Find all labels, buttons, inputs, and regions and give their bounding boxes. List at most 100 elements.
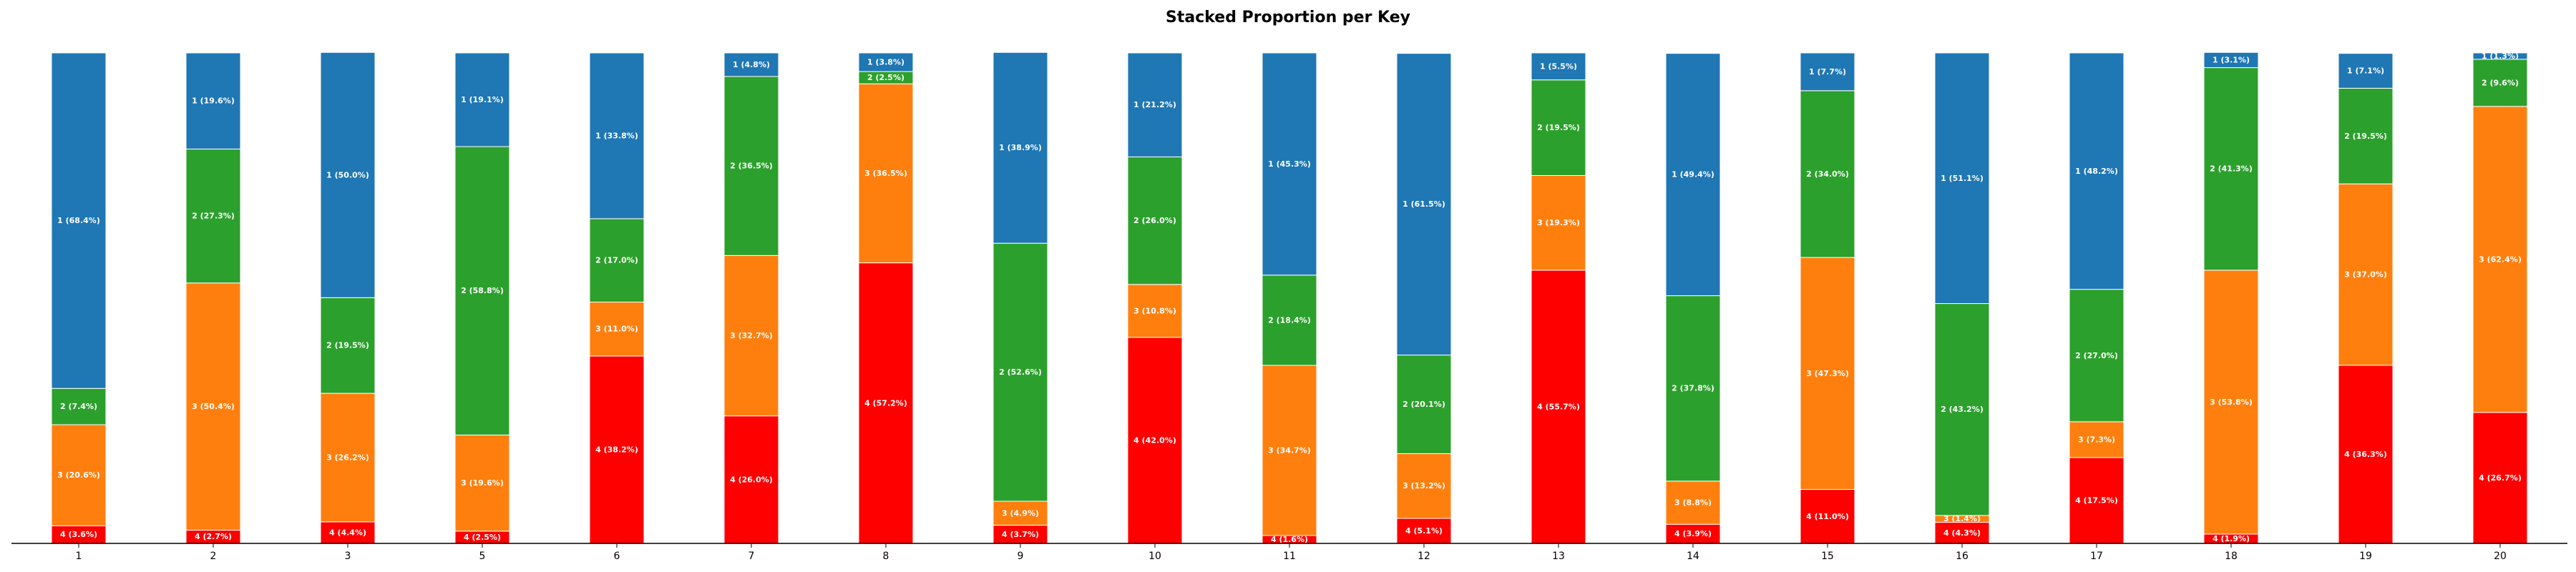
bar-segment-key-1-series-4	[51, 525, 107, 544]
x-tick-label: 5	[479, 551, 486, 562]
bar-segment-key-13-series-2	[1531, 79, 1586, 177]
x-tick-label: 15	[1821, 551, 1834, 562]
segment-label-key-20-series-2: 2 (9.6%)	[2482, 78, 2519, 87]
segment-label-key-18-series-3: 3 (53.8%)	[2210, 398, 2253, 407]
segment-label-key-15-series-1: 1 (7.7%)	[1809, 67, 1846, 77]
x-tick-label: 3	[345, 551, 351, 562]
x-tick-label: 13	[1552, 551, 1565, 562]
bar-segment-key-10-series-2	[1127, 156, 1183, 285]
chart-title: Stacked Proportion per Key	[1165, 9, 1410, 26]
x-tick-label: 2	[210, 551, 217, 562]
segment-label-key-19-series-3: 3 (37.0%)	[2344, 270, 2387, 280]
bar-segment-key-19-series-4	[2338, 365, 2394, 544]
bar-segment-key-13-series-3	[1531, 175, 1586, 271]
segment-label-key-8-series-1: 1 (3.8%)	[867, 58, 904, 67]
segment-label-key-10-series-3: 3 (10.8%)	[1133, 306, 1176, 315]
bar-segment-key-10-series-3	[1127, 284, 1183, 338]
bar-segment-key-7-series-4	[723, 415, 779, 544]
segment-label-key-19-series-1: 1 (7.1%)	[2347, 66, 2384, 76]
bar-segment-key-17-series-1	[2069, 52, 2124, 290]
segment-label-key-10-series-2: 2 (26.0%)	[1133, 216, 1176, 225]
segment-label-key-1-series-4: 4 (3.6%)	[60, 530, 97, 539]
bar-segment-key-6-series-2	[589, 218, 645, 302]
bar-segment-key-18-series-3	[2203, 270, 2259, 535]
segment-label-key-7-series-4: 4 (26.0%)	[730, 475, 773, 484]
segment-label-key-15-series-2: 2 (34.0%)	[1806, 169, 1849, 179]
bar-segment-key-16-series-1	[1934, 52, 1990, 305]
segment-label-key-5-series-4: 4 (2.5%)	[464, 533, 501, 542]
segment-label-key-18-series-2: 2 (41.3%)	[2210, 164, 2253, 174]
x-tick-label: 12	[1418, 551, 1430, 562]
segment-label-key-5-series-3: 3 (19.6%)	[461, 478, 504, 488]
bar-segment-key-10-series-4	[1127, 337, 1183, 544]
segment-label-key-11-series-3: 3 (34.7%)	[1268, 446, 1311, 455]
segment-label-key-20-series-4: 4 (26.7%)	[2479, 473, 2522, 483]
segment-label-key-9-series-2: 2 (52.6%)	[999, 368, 1042, 377]
bar-segment-key-19-series-2	[2338, 87, 2394, 184]
segment-label-key-15-series-4: 4 (11.0%)	[1806, 512, 1849, 521]
segment-label-key-6-series-2: 2 (17.0%)	[595, 256, 638, 265]
segment-label-key-10-series-1: 1 (21.2%)	[1133, 100, 1176, 109]
segment-label-key-1-series-1: 1 (68.4%)	[57, 216, 100, 225]
bar-segment-key-1-series-2	[51, 388, 107, 425]
segment-label-key-3-series-4: 4 (4.4%)	[329, 528, 366, 537]
bar-segment-key-14-series-1	[1665, 53, 1721, 297]
segment-label-key-12-series-1: 1 (61.5%)	[1402, 199, 1445, 209]
x-tick-label: 6	[614, 551, 620, 562]
segment-label-key-7-series-2: 2 (36.5%)	[730, 162, 773, 171]
segment-label-key-19-series-2: 2 (19.5%)	[2344, 132, 2387, 141]
segment-label-key-1-series-2: 2 (7.4%)	[60, 402, 97, 411]
bar-segment-key-5-series-3	[454, 434, 510, 532]
segment-label-key-20-series-3: 3 (62.4%)	[2479, 255, 2522, 264]
segment-label-key-14-series-4: 4 (3.9%)	[1674, 529, 1712, 538]
bar-segment-key-12-series-3	[1396, 453, 1452, 519]
segment-label-key-2-series-4: 4 (2.7%)	[195, 532, 232, 541]
segment-label-key-5-series-2: 2 (58.8%)	[461, 286, 504, 295]
bar-segment-key-16-series-4	[1934, 522, 1990, 544]
x-tick-label: 11	[1283, 551, 1296, 562]
segment-label-key-2-series-2: 2 (27.3%)	[192, 212, 235, 221]
segment-label-key-17-series-3: 3 (7.3%)	[2078, 435, 2115, 444]
bar-segment-key-3-series-4	[320, 521, 376, 544]
x-tick-label: 8	[883, 551, 889, 562]
segment-label-key-5-series-1: 1 (19.1%)	[461, 95, 504, 104]
segment-label-key-8-series-4: 4 (57.2%)	[864, 398, 907, 408]
bar-segment-key-20-series-2	[2472, 59, 2528, 107]
bar-segment-key-8-series-4	[858, 262, 914, 544]
x-tick-label: 9	[1018, 551, 1024, 562]
segment-label-key-1-series-3: 3 (20.6%)	[57, 470, 100, 480]
bar-segment-key-15-series-4	[1800, 489, 1855, 544]
segment-label-key-11-series-1: 1 (45.3%)	[1268, 159, 1311, 169]
bar-segment-key-15-series-1	[1800, 52, 1855, 92]
x-tick-label: 18	[2225, 551, 2238, 562]
bar-segment-key-2-series-1	[185, 52, 241, 149]
segment-label-key-8-series-3: 3 (36.5%)	[864, 169, 907, 178]
bar-segment-key-9-series-2	[992, 242, 1048, 502]
segment-label-key-13-series-2: 2 (19.5%)	[1537, 123, 1580, 132]
bar-segment-key-19-series-3	[2338, 183, 2394, 366]
bar-segment-key-11-series-3	[1262, 365, 1317, 536]
bar-segment-key-18-series-2	[2203, 67, 2259, 271]
segment-label-key-13-series-3: 3 (19.3%)	[1537, 218, 1580, 227]
bar-segment-key-20-series-4	[2472, 412, 2528, 544]
segment-label-key-6-series-1: 1 (33.8%)	[595, 131, 638, 140]
segment-label-key-11-series-4: 4 (1.6%)	[1271, 535, 1308, 544]
bar-segment-key-15-series-2	[1800, 90, 1855, 258]
bar-segment-key-18-series-1	[2203, 51, 2259, 69]
bar-segment-key-19-series-1	[2338, 53, 2394, 89]
segment-label-key-16-series-1: 1 (51.1%)	[1941, 174, 1984, 183]
segment-label-key-9-series-1: 1 (38.9%)	[999, 143, 1042, 152]
bar-segment-key-3-series-1	[320, 51, 376, 298]
bar-segment-key-9-series-3	[992, 500, 1048, 526]
segment-label-key-8-series-2: 2 (2.5%)	[867, 73, 904, 82]
segment-label-key-6-series-3: 3 (11.0%)	[595, 325, 638, 334]
segment-label-key-3-series-2: 2 (19.5%)	[326, 341, 369, 350]
bar-segment-key-7-series-1	[723, 52, 779, 77]
segment-label-key-17-series-4: 4 (17.5%)	[2075, 495, 2118, 505]
bar-segment-key-14-series-2	[1665, 295, 1721, 482]
bar-segment-key-13-series-4	[1531, 270, 1586, 544]
segment-label-key-3-series-1: 1 (50.0%)	[326, 170, 369, 179]
segment-label-key-11-series-2: 2 (18.4%)	[1268, 315, 1311, 325]
segment-label-key-17-series-1: 1 (48.2%)	[2075, 167, 2118, 176]
segment-label-key-12-series-3: 3 (13.2%)	[1402, 481, 1445, 490]
